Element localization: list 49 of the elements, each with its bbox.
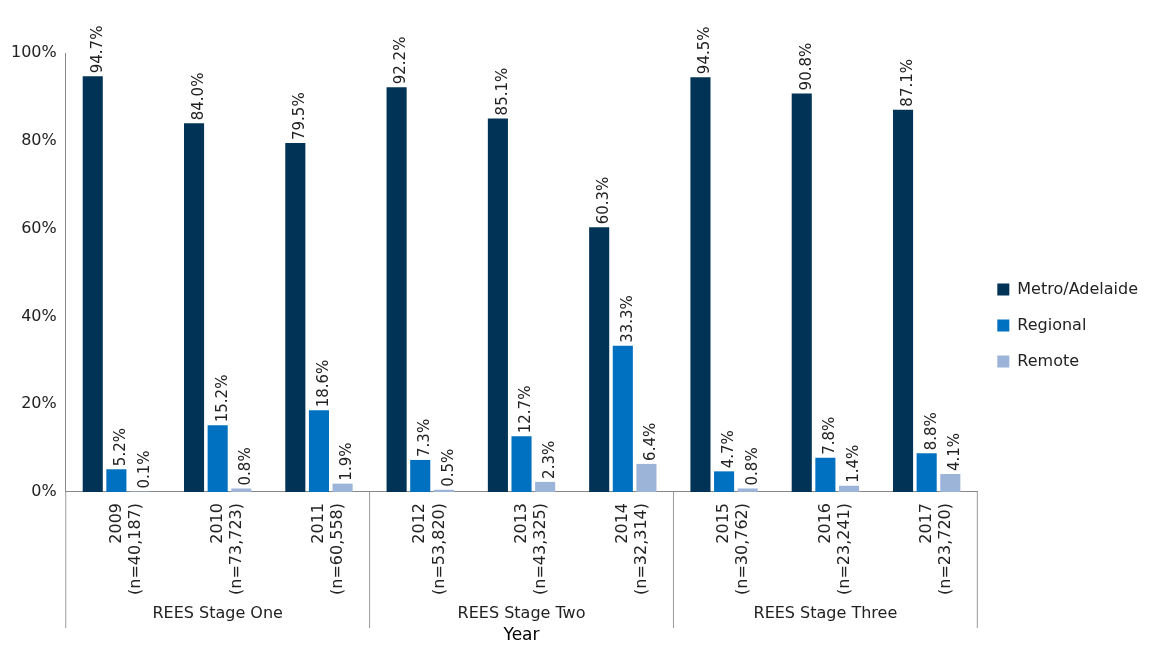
data-label: 4.7% [718, 430, 737, 469]
y-tick-label: 60% [21, 217, 57, 237]
data-label: 12.7% [516, 385, 535, 434]
data-label: 1.4% [843, 444, 862, 483]
data-label: 7.3% [415, 418, 434, 457]
data-label: 2.3% [540, 440, 559, 479]
data-label: 18.6% [313, 359, 332, 408]
data-label: 94.7% [87, 25, 106, 74]
data-label: 6.4% [641, 422, 660, 461]
y-tick-label: 40% [21, 305, 57, 325]
data-label: 15.2% [212, 374, 231, 423]
data-label: 0.1% [134, 450, 153, 489]
text: REES Stage One [152, 603, 283, 623]
x-axis-title: Year [502, 624, 540, 645]
data-label: 0.8% [742, 447, 761, 486]
data-label: 92.2% [391, 36, 410, 85]
x-tick-label: 2015 (n=30,762) [713, 502, 752, 595]
text: REES Stage Two [457, 603, 586, 623]
legend-label: Regional [1017, 314, 1087, 334]
y-tick-label: 0% [31, 481, 57, 501]
y-tick-label: 80% [21, 129, 57, 149]
legend-label: Metro/Adelaide [1017, 278, 1138, 298]
y-tick-label: 20% [21, 393, 57, 413]
data-label: 87.1% [897, 58, 916, 107]
data-label: 84.0% [188, 72, 207, 121]
data-label: 8.8% [921, 412, 940, 451]
data-label: 0.5% [438, 448, 457, 487]
data-label: 33.3% [617, 295, 636, 343]
data-label: 94.5% [695, 26, 714, 75]
data-label: 79.5% [290, 92, 309, 140]
x-tick-label: 2013 (n=43,325) [510, 502, 549, 595]
x-tick-label: 2012 (n=53,820) [409, 502, 448, 595]
data-label: 1.9% [337, 442, 356, 481]
x-tick-label: 2016 (n=23,241) [814, 502, 853, 595]
y-tick-label: 100% [10, 42, 57, 62]
data-label: 5.2% [111, 428, 130, 467]
x-tick-label: 2017 (n=23,720) [915, 502, 955, 595]
data-label: 85.1% [492, 67, 511, 116]
data-label: 4.1% [945, 432, 964, 471]
data-label: 7.8% [820, 416, 839, 455]
data-label: 0.8% [236, 447, 255, 486]
x-tick-label: 2011 (n=60,558) [308, 502, 347, 595]
x-tick-label: 2010 (n=73,723) [206, 502, 246, 595]
legend-label: Remote [1017, 350, 1080, 370]
text: REES Stage Three [753, 603, 898, 623]
x-tick-label: 2014 (n=32,314) [611, 502, 651, 595]
x-tick-label: 2009 (n=40,187) [105, 502, 144, 595]
data-label: 90.8% [796, 42, 815, 91]
data-label: 60.3% [594, 176, 613, 225]
